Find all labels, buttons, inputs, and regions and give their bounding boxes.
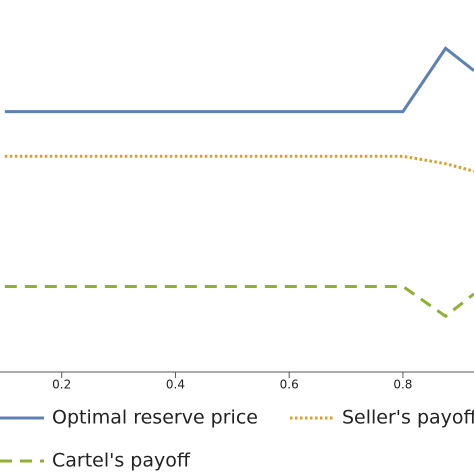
x-tick-label: 0.2 (52, 378, 71, 392)
x-tick-label: 0.4 (166, 378, 185, 392)
legend-label: Optimal reserve price (52, 407, 258, 429)
series-line (4, 154, 474, 173)
legend-label: Cartel's payoff (52, 450, 191, 472)
x-tick-label: 0.8 (393, 378, 412, 392)
legend-label: Seller's payoff (342, 407, 474, 429)
series-line (4, 284, 474, 319)
series-line (4, 46, 474, 114)
x-tick-label: 0.6 (280, 378, 299, 392)
